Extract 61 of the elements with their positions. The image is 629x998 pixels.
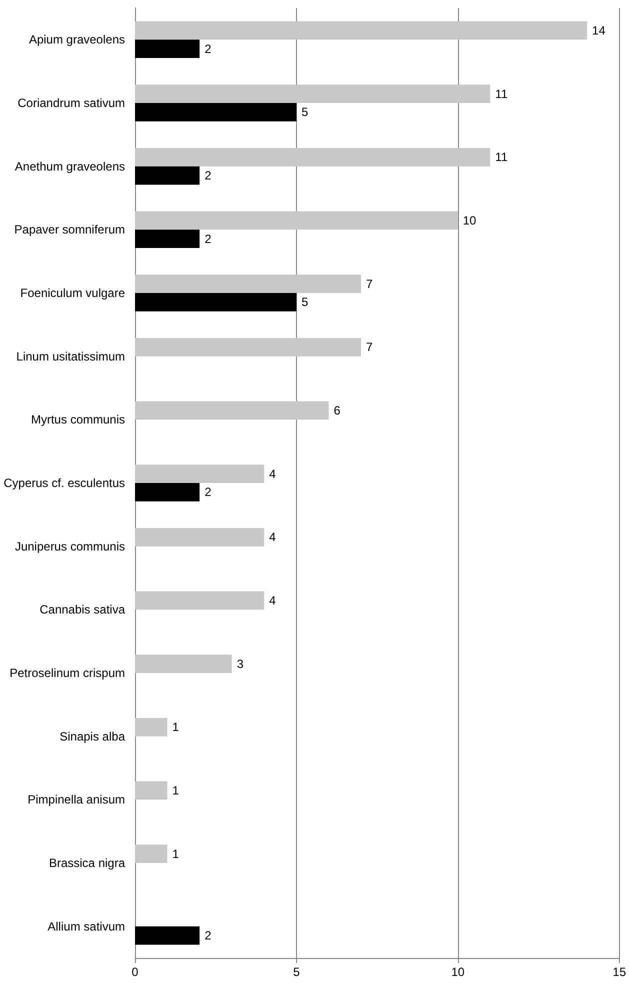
x-tick-label: 5 — [293, 965, 300, 979]
data-label: 1 — [172, 846, 180, 861]
bar — [135, 464, 264, 483]
bar — [135, 718, 168, 736]
y-tick-label: Petroselinum crispum — [10, 666, 125, 680]
data-label: 6 — [334, 403, 341, 418]
bar — [135, 21, 588, 40]
data-label: 14 — [592, 23, 606, 38]
data-label: 11 — [495, 86, 508, 101]
data-label: 10 — [462, 213, 477, 228]
data-label: 1 — [172, 783, 180, 798]
data-label: 11 — [495, 150, 508, 164]
y-tick-label: Cyperus cf. esculentus — [4, 476, 125, 490]
data-label: 3 — [236, 656, 244, 671]
bar — [135, 844, 168, 863]
y-tick-label: Juniperus communis — [14, 539, 125, 554]
y-tick-label: Linum usitatissimum — [16, 349, 125, 364]
y-tick-label: Brassica nigra — [48, 856, 126, 870]
y-tick-label: Coriandrum sativum — [18, 96, 125, 110]
x-tick-label: 15 — [612, 965, 626, 979]
data-label: 2 — [204, 42, 212, 56]
data-label: 4 — [269, 593, 276, 608]
bar — [135, 401, 329, 420]
y-tick-label: Foeniculum vulgare — [20, 286, 126, 300]
y-tick-label: Myrtus communis — [30, 412, 125, 427]
data-label: 4 — [269, 466, 276, 481]
bar — [135, 654, 232, 673]
data-label: 5 — [301, 295, 308, 310]
data-label: 2 — [204, 928, 212, 943]
data-label: 5 — [301, 105, 308, 120]
bar — [135, 483, 200, 502]
y-tick-label: Papaver somniferum — [14, 222, 125, 237]
y-tick-label: Apium graveolens — [28, 32, 125, 47]
bar — [135, 40, 200, 58]
bar — [135, 781, 168, 800]
bar — [135, 148, 490, 166]
data-label: 2 — [204, 485, 212, 500]
data-label: 2 — [204, 232, 212, 246]
bar — [135, 166, 200, 185]
y-tick-label: Cannabis sativa — [40, 602, 126, 617]
data-label: 7 — [366, 340, 374, 354]
bar — [135, 926, 200, 945]
data-label: 2 — [204, 168, 212, 183]
y-tick-label: Anethum graveolens — [14, 159, 125, 174]
y-tick-label: Pimpinella anisum — [28, 792, 125, 807]
bar — [135, 293, 296, 312]
bar — [135, 84, 490, 103]
y-tick-label: Allium sativum — [48, 919, 125, 934]
y-tick-label: Sinapis alba — [60, 729, 126, 744]
bar — [135, 211, 458, 230]
data-label: 4 — [269, 530, 276, 544]
x-tick-label: 10 — [451, 965, 465, 979]
bar — [135, 103, 296, 122]
bar — [135, 528, 264, 546]
bar — [135, 274, 362, 293]
bar — [135, 338, 362, 356]
data-label: 1 — [172, 720, 180, 734]
bar — [135, 230, 200, 248]
x-tick-label: 0 — [132, 965, 139, 979]
data-label: 7 — [366, 276, 374, 291]
bar — [135, 591, 264, 610]
